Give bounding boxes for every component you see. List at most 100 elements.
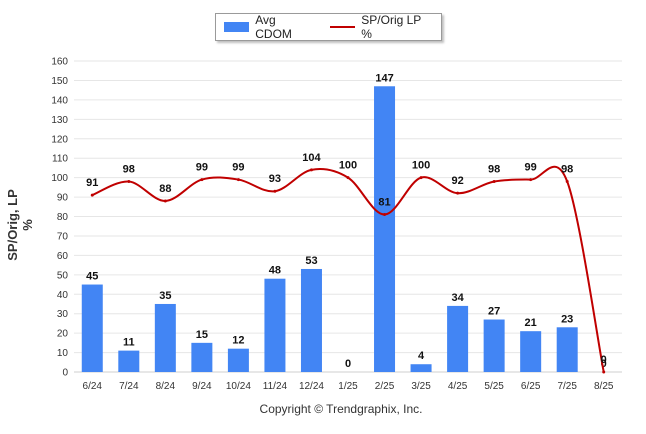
bar — [374, 86, 396, 373]
line-data-label: 81 — [378, 197, 390, 209]
bar-data-label: 27 — [488, 306, 500, 318]
x-tick-label: 7/24 — [119, 381, 139, 392]
bar — [227, 348, 249, 372]
x-tick-label: 2/25 — [375, 381, 395, 392]
y-tick-label: 110 — [52, 154, 68, 165]
legend-bar-swatch — [224, 22, 250, 32]
x-tick-label: 1/25 — [338, 381, 358, 392]
line-point — [273, 189, 277, 193]
bar-data-label: 12 — [232, 335, 244, 347]
y-tick-label: 0 — [62, 368, 68, 379]
y-tick-label: 20 — [57, 329, 69, 340]
x-tick-label: 4/25 — [448, 381, 468, 392]
x-tick-label: 10/24 — [226, 381, 251, 392]
x-tick-label: 3/25 — [411, 381, 431, 392]
bar — [154, 303, 176, 372]
x-tick-label: 6/24 — [83, 381, 103, 392]
y-tick-label: 80 — [57, 212, 69, 223]
legend-line-swatch — [330, 26, 356, 28]
bar-data-label: 34 — [451, 292, 464, 304]
line-point — [200, 178, 204, 182]
line-data-label: 98 — [488, 164, 500, 176]
y-tick-label: 60 — [57, 251, 69, 262]
line-point — [419, 176, 423, 180]
line-data-label: 88 — [159, 183, 171, 195]
bar — [81, 284, 103, 372]
line-point — [309, 168, 313, 172]
series-line — [91, 165, 605, 373]
copyright-text: Copyright © Trendgraphix, Inc. — [259, 402, 423, 416]
line-point — [602, 370, 606, 374]
y-tick-label: 130 — [51, 115, 68, 126]
x-tick-label: 5/25 — [484, 381, 504, 392]
y-tick-label: 100 — [51, 173, 68, 184]
line-point — [529, 178, 533, 182]
x-tick-label: 8/24 — [156, 381, 176, 392]
bar-data-label: 147 — [375, 72, 393, 84]
line-point — [383, 213, 387, 217]
line-point — [236, 178, 240, 182]
line-point — [127, 180, 131, 184]
x-tick-label: 11/24 — [263, 381, 288, 392]
bar — [556, 327, 578, 372]
line-data-label: 100 — [339, 160, 357, 172]
line-data-label: 91 — [86, 177, 98, 189]
line-point — [565, 180, 569, 184]
bar-data-label: 0 — [601, 358, 607, 370]
y-tick-label: 150 — [51, 76, 68, 87]
line-point — [346, 176, 350, 180]
line-data-label: 100 — [412, 160, 430, 172]
bar — [483, 319, 505, 372]
legend-item-bar[interactable]: Avg CDOM — [224, 13, 314, 41]
x-tick-label: 9/24 — [192, 381, 212, 392]
line-data-label: 92 — [451, 175, 463, 187]
y-tick-label: 120 — [51, 134, 68, 145]
line-point — [163, 199, 167, 203]
x-tick-label: 6/25 — [521, 381, 541, 392]
line-point — [456, 191, 460, 195]
bar — [191, 342, 213, 372]
legend: Avg CDOM SP/Orig LP % — [215, 13, 442, 41]
bar-data-label: 0 — [345, 358, 351, 370]
y-tick-label: 70 — [57, 231, 69, 242]
line-point — [492, 180, 496, 184]
bar-data-label: 45 — [86, 271, 98, 283]
legend-line-label: SP/Orig LP % — [361, 13, 422, 41]
legend-bar-label: Avg CDOM — [255, 13, 292, 41]
bar-data-label: 21 — [525, 317, 537, 329]
bar-data-label: 11 — [123, 337, 135, 349]
bar-data-label: 23 — [561, 313, 573, 325]
x-tick-label: 7/25 — [557, 381, 577, 392]
y-tick-label: 140 — [51, 95, 68, 106]
bar — [520, 331, 542, 372]
line-data-label: 99 — [232, 162, 244, 174]
bar — [410, 364, 432, 372]
bar-data-label: 35 — [159, 290, 171, 302]
bar-data-label: 15 — [196, 329, 208, 341]
y-tick-label: 90 — [57, 193, 69, 204]
line-data-label: 99 — [196, 162, 208, 174]
y-tick-label: 50 — [57, 270, 69, 281]
bar — [300, 268, 322, 372]
bar — [118, 350, 140, 372]
bar-data-label: 53 — [305, 255, 317, 267]
bar-data-label: 48 — [269, 265, 281, 277]
x-tick-label: 8/25 — [594, 381, 614, 392]
y-tick-label: 160 — [51, 57, 68, 68]
line-data-label: 0 — [601, 354, 607, 366]
line-data-label: 104 — [302, 152, 321, 164]
line-data-label: 93 — [269, 173, 281, 185]
y-tick-label: 40 — [57, 290, 69, 301]
line-data-label: 99 — [525, 162, 537, 174]
y-tick-label: 30 — [57, 309, 69, 320]
bar — [447, 305, 469, 372]
y-tick-label: 10 — [57, 348, 69, 359]
line-data-label: 98 — [123, 164, 135, 176]
x-tick-label: 12/24 — [299, 381, 324, 392]
legend-item-line[interactable]: SP/Orig LP % — [330, 13, 433, 41]
line-data-label: 98 — [561, 164, 573, 176]
bar-data-label: 4 — [418, 350, 425, 362]
line-point — [90, 193, 94, 197]
bar — [264, 278, 286, 372]
